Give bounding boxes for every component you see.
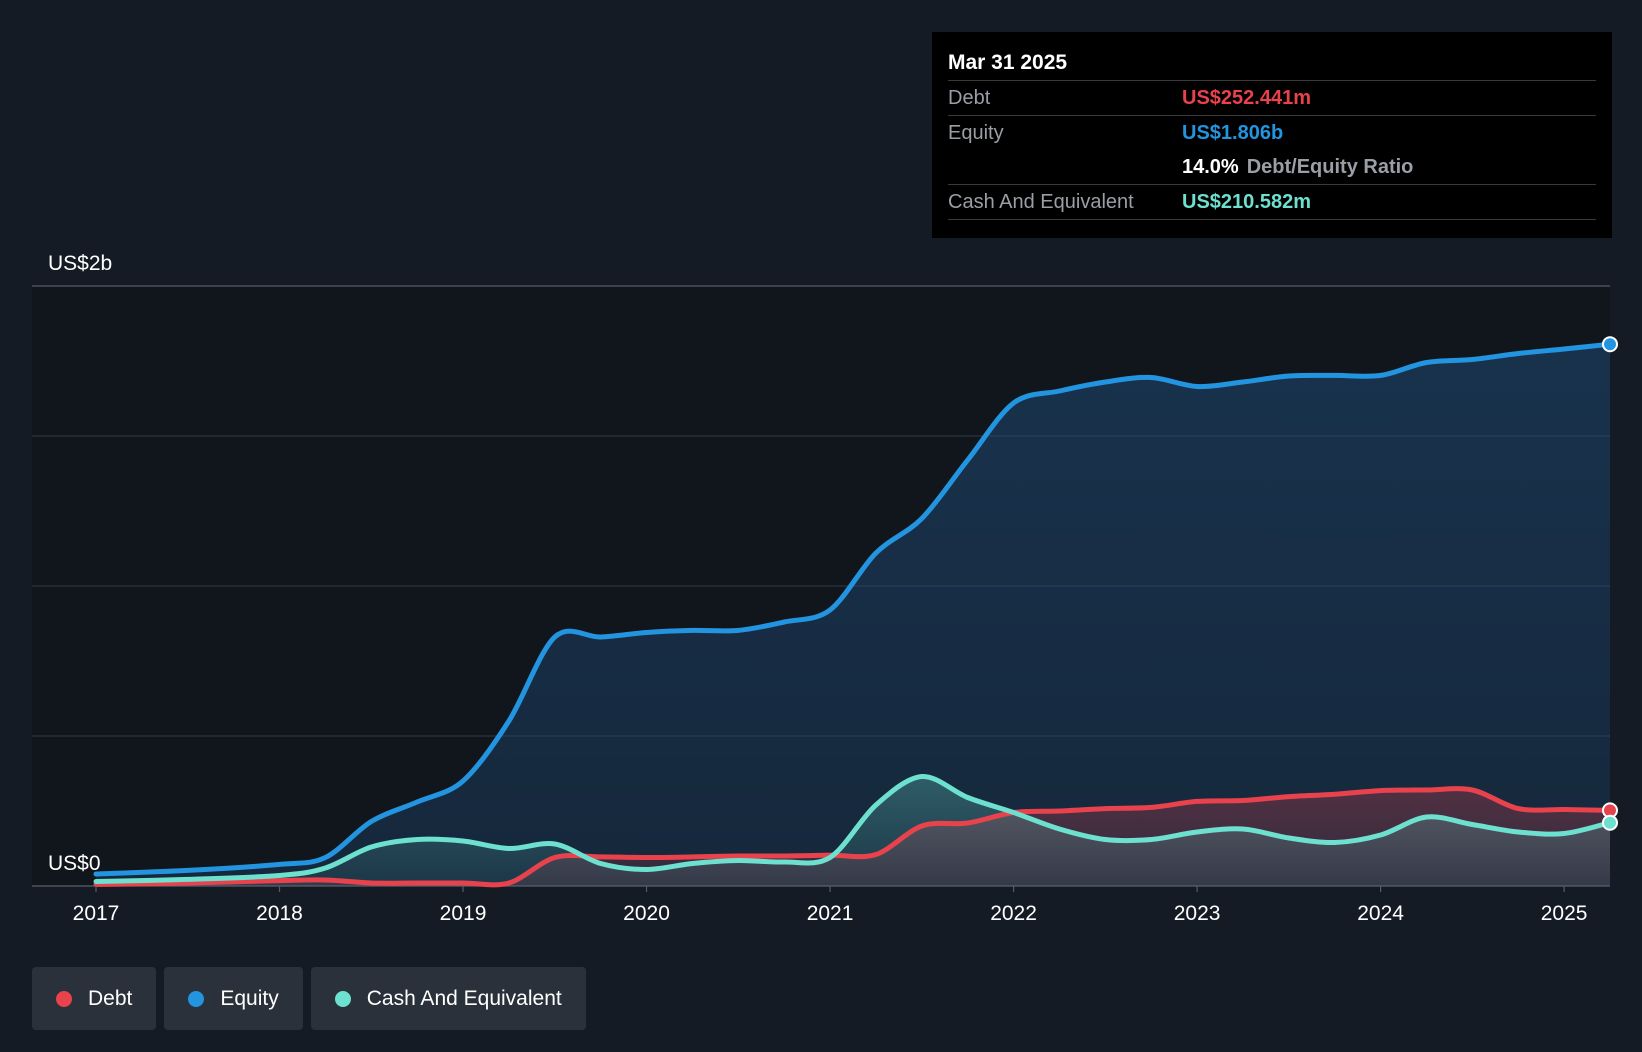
tooltip-cash-value: US$210.582m [1182,190,1311,213]
tooltip-equity-label: Equity [948,121,1004,144]
tooltip-ratio-value: 14.0% [1182,155,1239,178]
legend-label-debt: Debt [88,986,133,1010]
legend-item-equity[interactable]: Equity [164,967,303,1030]
tooltip-equity-row: Equity US$1.806b [948,115,1596,150]
tooltip-equity-value: US$1.806b [1182,121,1284,144]
legend-dot-debt-icon [56,990,72,1007]
tooltip-cash-row: Cash And Equivalent US$210.582m [948,184,1596,220]
data-tooltip: Mar 31 2025 Debt US$252.441m Equity US$1… [932,32,1612,238]
tooltip-cash-label: Cash And Equivalent [948,190,1134,213]
x-tick-label: 2023 [1174,902,1221,925]
x-tick-label: 2019 [440,902,487,925]
tooltip-debt-label: Debt [948,86,991,109]
chart-legend: Debt Equity Cash And Equivalent [32,967,586,1030]
cash-and-equivalent-end-point [1602,814,1618,831]
tooltip-ratio-row: 14.0% Debt/Equity Ratio [948,150,1596,184]
legend-label-equity: Equity [220,986,279,1010]
x-tick-label: 2025 [1541,902,1588,925]
legend-item-cash[interactable]: Cash And Equivalent [310,967,586,1030]
cash-and-equivalent-area [96,776,1610,886]
x-tick-label: 2017 [73,902,120,925]
tooltip-debt-value: US$252.441m [1182,86,1311,109]
series-end-points [1602,336,1618,831]
tooltip-debt-row: Debt US$252.441m [948,80,1596,115]
series-lines [93,341,1613,888]
y-axis-bottom-label: US$0 [48,852,101,875]
legend-dot-cash-icon [334,990,351,1007]
equity-line [93,341,1613,877]
cash-and-equivalent-line [93,774,1613,884]
x-tick-label: 2024 [1357,902,1404,925]
x-tick-label: 2022 [990,902,1037,925]
legend-item-debt[interactable]: Debt [32,967,157,1030]
x-tick-label: 2018 [256,902,303,925]
x-axis-ticks: 2017 2018 2019 2020 2021 2022 2023 2024 2025 [73,886,1588,925]
series-areas [96,344,1610,886]
tooltip-ratio-label: Debt/Equity Ratio [1246,155,1414,178]
tooltip-date: Mar 31 2025 [948,51,1068,74]
x-tick-label: 2021 [807,902,854,925]
legend-dot-equity-icon [188,990,205,1007]
equity-end-point [1602,336,1618,353]
legend-label-cash: Cash And Equivalent [366,986,562,1010]
debt-line [93,786,1613,888]
y-axis-top-label: US$2b [48,252,112,275]
equity-area [96,344,1610,886]
x-tick-label: 2020 [623,902,670,925]
